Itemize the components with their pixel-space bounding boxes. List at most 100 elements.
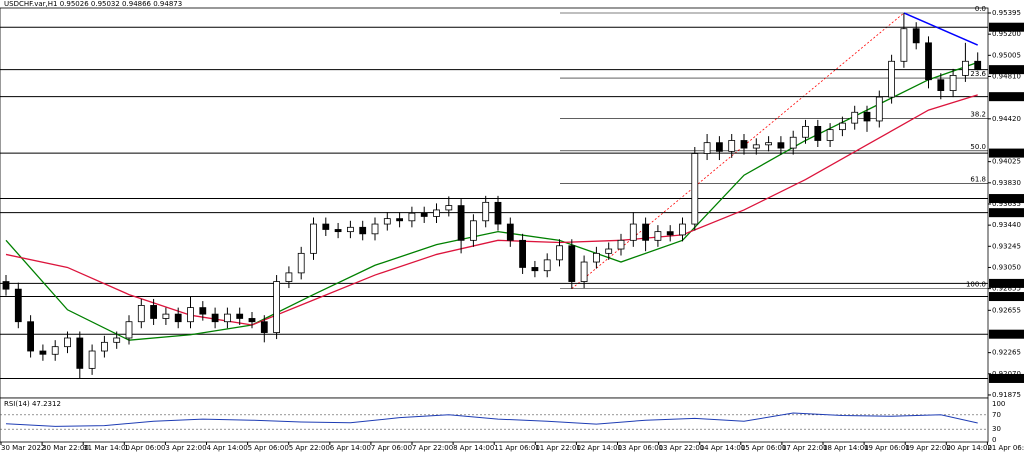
candle-body	[359, 226, 367, 235]
candle-body	[765, 142, 772, 146]
candle-body	[457, 205, 465, 241]
x-tick-label: 5 Apr 22:00	[289, 444, 330, 452]
candle-body	[580, 261, 588, 282]
level-box	[989, 22, 1024, 32]
x-tick-label: 14 Apr 14:00	[700, 444, 746, 452]
candle-body	[137, 305, 145, 323]
candle-body	[420, 212, 428, 217]
candle-body	[949, 74, 957, 91]
candle-body	[679, 223, 686, 236]
y-tick-label: 0.92265	[992, 349, 1021, 357]
level-label: 0.92435	[992, 330, 1021, 338]
candle-body	[900, 28, 908, 62]
level-box	[989, 278, 1024, 288]
rsi-tick-label: 100	[992, 400, 1005, 408]
candle-body	[777, 142, 785, 149]
fib-label: 0.0	[975, 5, 986, 13]
candle-body	[346, 226, 354, 233]
level-box	[989, 373, 1024, 383]
candle-body	[802, 125, 809, 138]
candle-body	[101, 341, 108, 352]
candle-body	[543, 259, 551, 272]
candle-body	[740, 140, 748, 149]
fib-label: 38.2	[970, 110, 986, 118]
candle-body	[519, 239, 526, 268]
candle-body	[334, 229, 342, 233]
candle-body	[125, 321, 133, 339]
candle-body	[691, 153, 699, 225]
x-tick-label: 5 Apr 06:00	[248, 444, 289, 452]
candle-body	[556, 245, 563, 261]
candle-body	[162, 313, 170, 319]
candle-body	[310, 223, 317, 254]
candle-body	[64, 337, 71, 348]
candle-body	[433, 209, 440, 217]
x-tick-label: 13 Apr 06:00	[618, 444, 664, 452]
candle-body	[88, 350, 96, 369]
candle-body	[962, 60, 969, 76]
candle-body	[839, 122, 846, 131]
y-tick-label: 0.93635	[992, 200, 1021, 208]
candle-body	[408, 212, 416, 222]
candle-body	[76, 337, 84, 369]
y-tick-label: 0.92655	[992, 306, 1021, 314]
candle-body	[703, 142, 711, 154]
candle-body	[14, 288, 22, 323]
candle-body	[851, 111, 859, 124]
level-label: 0.92903	[992, 279, 1021, 287]
fib-label: 61.8	[970, 175, 986, 183]
rsi-tick-label: 70	[992, 411, 1001, 419]
candle-body	[506, 223, 514, 241]
x-tick-label: 19 Apr 22:00	[905, 444, 951, 452]
candle-body	[752, 144, 760, 149]
rsi-line	[5, 412, 978, 427]
y-tick-label: 0.95005	[992, 51, 1021, 59]
candle-body	[445, 205, 453, 211]
level-label: 0.94873	[992, 66, 1021, 74]
fib-label: 50.0	[970, 143, 986, 151]
y-tick-label: 0.92070	[992, 370, 1021, 378]
x-tick-label: 1 Apr 06:00	[124, 444, 165, 452]
level-label: 0.93555	[992, 209, 1021, 217]
y-tick-label: 0.91875	[992, 391, 1021, 399]
candle-body	[383, 218, 391, 225]
level-box	[989, 148, 1024, 158]
x-tick-label: 7 Apr 22:00	[412, 444, 453, 452]
y-tick-label: 0.94420	[992, 115, 1021, 123]
level-box	[989, 194, 1024, 204]
x-tick-label: 13 Apr 22:00	[659, 444, 705, 452]
x-tick-label: 17 Apr 22:00	[782, 444, 828, 452]
level-box	[989, 329, 1024, 339]
y-tick-label: 0.95395	[992, 9, 1021, 17]
x-tick-label: 20 Apr 14:00	[946, 444, 992, 452]
candle-body	[236, 313, 244, 319]
candle-body	[39, 350, 47, 355]
trendline	[903, 12, 978, 46]
y-tick-label: 0.93830	[992, 179, 1021, 187]
candle-body	[605, 248, 613, 254]
rsi-frame	[0, 397, 989, 443]
candle-body	[531, 267, 539, 272]
candle-body	[642, 223, 649, 241]
moving-average	[5, 94, 978, 326]
candle-body	[371, 223, 379, 235]
level-label: 0.93685	[992, 195, 1021, 203]
y-tick-label: 0.94025	[992, 158, 1021, 166]
candle-body	[629, 223, 637, 241]
level-box	[989, 92, 1024, 102]
level-box	[989, 292, 1024, 302]
y-tick-label: 0.93245	[992, 242, 1021, 250]
candle-body	[211, 313, 219, 323]
chart-title: USDCHF.var,H1 0.95026 0.95032 0.94866 0.…	[4, 0, 182, 8]
x-tick-label: 6 Apr 14:00	[330, 444, 371, 452]
y-tick-label: 0.95200	[992, 30, 1021, 38]
candle-body	[937, 79, 945, 91]
moving-average	[5, 61, 978, 341]
level-label: 0.92027	[992, 374, 1021, 382]
rsi-label: RSI(14) 47.2312	[4, 400, 61, 408]
candle-body	[925, 42, 932, 81]
x-tick-label: 8 Apr 14:00	[453, 444, 494, 452]
candle-body	[716, 142, 723, 152]
rsi-tick-label: 30	[992, 425, 1001, 433]
